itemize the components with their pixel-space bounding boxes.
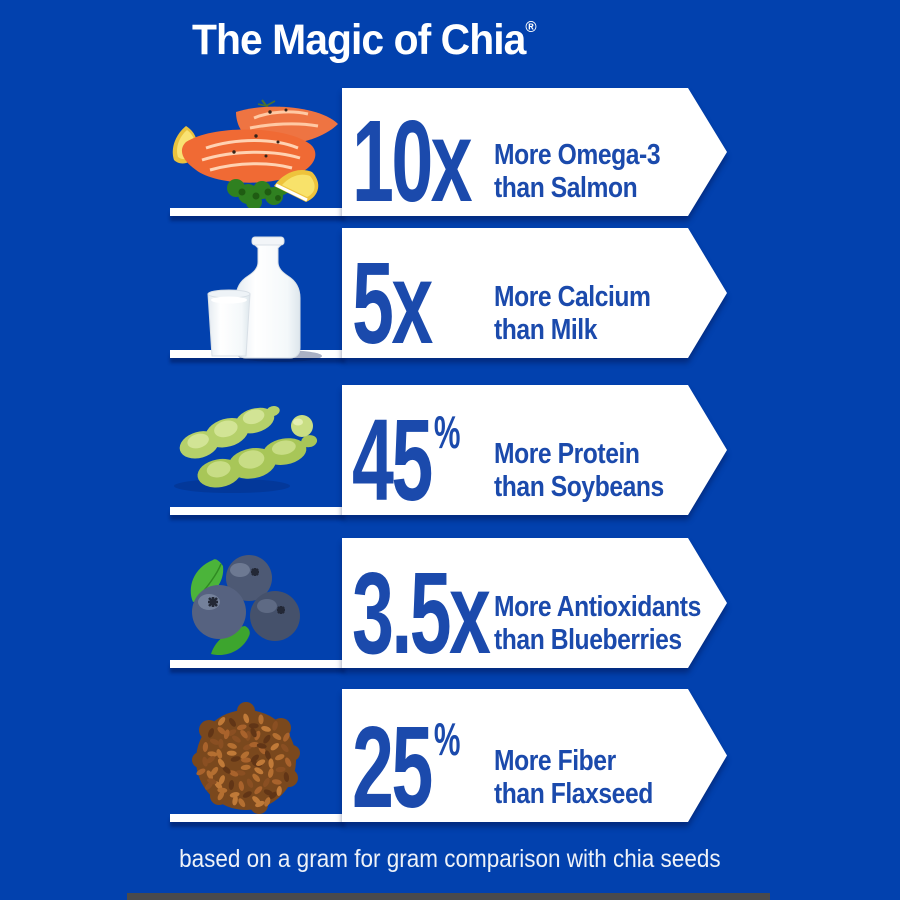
comparison-line2: than Soybeans: [494, 471, 664, 503]
comparison-line2: than Salmon: [494, 172, 638, 204]
registered-mark-icon: ®: [525, 19, 537, 36]
comparison-line2: than Blueberries: [494, 624, 682, 656]
multiplier: 10x: [352, 103, 473, 216]
row-underline: [170, 507, 345, 515]
banner-arrow: 3.5x More Antioxidants than Blueberries: [342, 538, 727, 668]
row-underline: [170, 814, 345, 822]
comparison-line1: More Fiber: [494, 745, 616, 777]
multiplier: 5x: [352, 245, 433, 358]
footnote: based on a gram for gram comparison with…: [0, 845, 900, 874]
package-top-edge: [127, 893, 770, 900]
multiplier-value: 3.5: [352, 548, 452, 678]
multiplier: 25%: [352, 694, 461, 822]
multiplier-value: 45: [352, 395, 433, 525]
multiplier-unit: x: [449, 548, 491, 678]
flaxseed-image: [189, 698, 303, 818]
page-title: The Magic of Chia®: [192, 16, 537, 65]
row-underline: [170, 208, 345, 216]
comparison-text: More Omega-3 than Salmon: [494, 139, 661, 205]
multiplier-value: 10: [352, 96, 433, 226]
multiplier-unit: x: [430, 96, 473, 226]
banner-shape: 3.5x More Antioxidants than Blueberries: [342, 538, 727, 668]
banner-arrow: 45% More Protein than Soybeans: [342, 385, 727, 515]
row-underline: [170, 660, 345, 668]
blueberries-image: [183, 550, 309, 660]
footnote-text: based on a gram for gram comparison with…: [179, 845, 721, 873]
banner-shape: 25% More Fiber than Flaxseed: [342, 689, 727, 822]
banner-arrow: 5x More Calcium than Milk: [342, 228, 727, 358]
multiplier: 45%: [352, 387, 461, 515]
multiplier: 3.5x: [352, 555, 491, 668]
multiplier-unit: %: [433, 406, 461, 458]
banner-shape: 45% More Protein than Soybeans: [342, 385, 727, 515]
multiplier-value: 5: [352, 238, 394, 368]
multiplier-value: 25: [352, 702, 433, 832]
comparison-text: More Protein than Soybeans: [494, 438, 664, 504]
banner-shape: 10x More Omega-3 than Salmon: [342, 88, 727, 216]
soybeans-image: [170, 396, 335, 496]
comparison-text: More Calcium than Milk: [494, 281, 651, 347]
comparison-line1: More Antioxidants: [494, 591, 701, 623]
comparison-line1: More Protein: [494, 438, 640, 470]
banner-arrow: 25% More Fiber than Flaxseed: [342, 689, 727, 822]
comparison-text: More Antioxidants than Blueberries: [494, 591, 701, 657]
title-text: The Magic of Chia: [192, 16, 526, 64]
salmon-image: [170, 98, 342, 208]
comparison-line1: More Calcium: [494, 281, 651, 313]
banner-shape: 5x More Calcium than Milk: [342, 228, 727, 358]
multiplier-unit: x: [391, 238, 433, 368]
milk-image: [200, 236, 325, 364]
comparison-line2: than Flaxseed: [494, 778, 653, 810]
comparison-line1: More Omega-3: [494, 139, 661, 171]
comparison-text: More Fiber than Flaxseed: [494, 745, 653, 811]
comparison-line2: than Milk: [494, 314, 597, 346]
banner-arrow: 10x More Omega-3 than Salmon: [342, 88, 727, 216]
multiplier-unit: %: [433, 713, 461, 765]
